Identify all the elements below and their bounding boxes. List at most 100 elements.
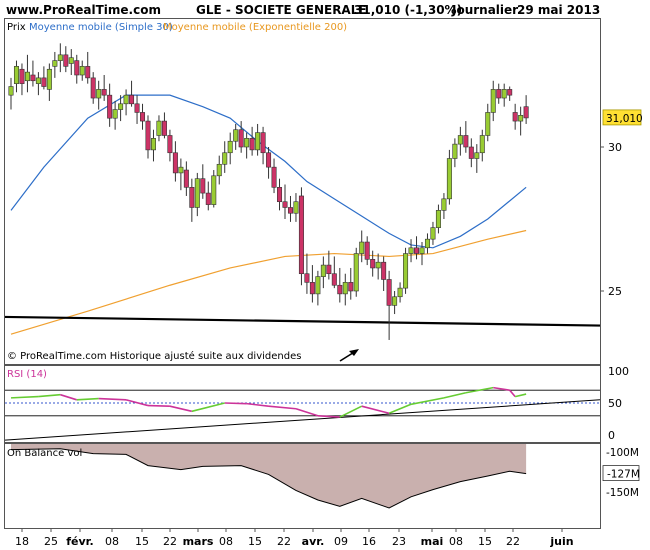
- candle: [315, 270, 321, 306]
- obv-area: [11, 444, 527, 508]
- candle: [24, 54, 30, 93]
- candle: [249, 126, 255, 156]
- rsi-segment: [361, 405, 390, 415]
- rsi-segment: [317, 415, 340, 418]
- x-tick-label: 22: [506, 535, 520, 548]
- candle-body: [315, 276, 321, 295]
- price-tick-label: 30: [608, 141, 622, 154]
- candle-body: [403, 253, 409, 289]
- x-tick-label: mai: [421, 535, 444, 548]
- candle-body: [523, 106, 529, 119]
- obv-line: [10, 448, 527, 509]
- axis-labels: 30 25 31,010 100 50 0 -100M -127M -150M 18 25 févr.…: [15, 109, 643, 548]
- candle: [145, 115, 151, 159]
- last-price-change: 31,010 (-1,30%): [354, 3, 462, 17]
- candle-body: [52, 60, 58, 67]
- obv-plot-area: [10, 444, 527, 509]
- candle: [364, 236, 370, 266]
- candle-body: [57, 54, 63, 61]
- rsi-panel: [4, 365, 601, 443]
- candle-body: [222, 152, 228, 165]
- candle: [46, 63, 52, 101]
- candle: [348, 267, 354, 300]
- candle: [107, 83, 113, 127]
- annotation-arrow-icon: [339, 349, 359, 362]
- obv-tick-label: -150M: [606, 487, 639, 499]
- x-tick-label: févr.: [66, 535, 93, 548]
- candle-body: [414, 247, 420, 254]
- price-plot-area: [4, 43, 601, 340]
- candle-body: [79, 66, 85, 76]
- candle-body: [167, 135, 173, 154]
- candle: [381, 256, 387, 291]
- candle: [227, 132, 233, 165]
- candle: [309, 265, 315, 303]
- candle: [424, 233, 430, 254]
- candle: [441, 193, 447, 219]
- candle-body: [200, 178, 206, 194]
- candle: [446, 149, 452, 205]
- obv-current-badge: [602, 465, 640, 482]
- candle: [85, 51, 91, 84]
- x-tick-label: 18: [15, 535, 29, 548]
- x-tick-label: 23: [392, 535, 406, 548]
- candle-body: [19, 68, 25, 84]
- candle: [326, 250, 332, 280]
- candle: [435, 204, 441, 234]
- rsi-segment: [98, 397, 127, 401]
- candle: [156, 115, 162, 142]
- candle: [419, 242, 425, 266]
- candle: [63, 46, 69, 73]
- candle: [392, 291, 398, 315]
- candle-body: [194, 178, 200, 208]
- candle-body: [63, 54, 69, 67]
- rsi-segment: [509, 389, 516, 398]
- candle: [57, 43, 63, 73]
- candle-body: [424, 238, 430, 249]
- candle: [194, 172, 200, 217]
- candle-body: [211, 175, 217, 205]
- candle-body: [156, 120, 162, 136]
- candle-body: [8, 86, 14, 96]
- candle: [178, 158, 184, 191]
- candle: [19, 63, 25, 96]
- candle-body: [326, 264, 332, 275]
- candle-body: [41, 77, 47, 87]
- legend-sma: Moyenne mobile (Simple 30): [29, 22, 173, 33]
- price-tick-label: 25: [608, 285, 622, 298]
- candle-body: [474, 152, 480, 159]
- candle: [370, 250, 376, 277]
- candle-body: [178, 166, 184, 174]
- candle: [134, 95, 140, 124]
- candle-body: [479, 135, 485, 154]
- candle: [222, 141, 228, 173]
- candle-body: [216, 163, 222, 177]
- candle-body: [266, 152, 272, 168]
- candle-body: [260, 132, 266, 154]
- rsi-segment: [191, 402, 225, 413]
- candle-body: [118, 103, 124, 110]
- rsi-segment: [514, 393, 527, 398]
- candle: [457, 126, 463, 156]
- x-tick-label: 09: [334, 535, 348, 548]
- candle: [304, 253, 310, 294]
- header-date: 29 mai 2013: [517, 3, 600, 17]
- x-tick-label: 15: [135, 535, 149, 548]
- price-panel: [4, 18, 601, 365]
- candle-body: [96, 89, 102, 99]
- obv-tick-label: -100M: [606, 447, 639, 459]
- candle-body: [129, 94, 135, 105]
- rsi-segment: [246, 402, 269, 407]
- candle: [8, 77, 14, 110]
- candle-body: [30, 74, 36, 82]
- rsi-label: RSI (14): [7, 369, 47, 380]
- rsi-segment: [443, 391, 467, 399]
- candle-body: [320, 264, 326, 277]
- candle-body: [238, 129, 244, 148]
- candle-body: [287, 207, 293, 214]
- candle-body: [183, 169, 189, 188]
- candle-body: [386, 279, 392, 306]
- candle: [68, 49, 74, 75]
- candle-body: [359, 241, 365, 254]
- candle: [320, 256, 326, 289]
